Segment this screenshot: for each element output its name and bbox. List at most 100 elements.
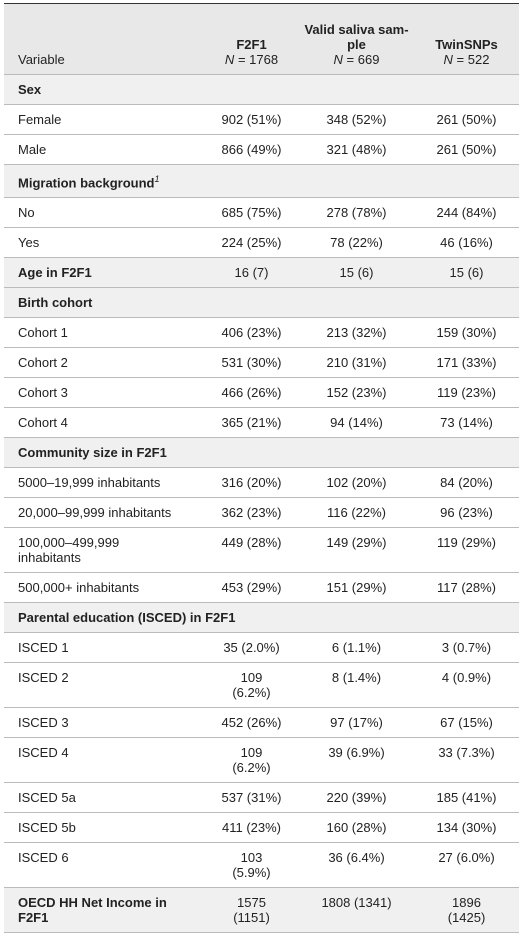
value-cell: 220 (39%): [299, 782, 414, 814]
header-text: Variable: [18, 52, 65, 67]
value-cell: 96 (23%): [414, 497, 519, 529]
value-cell: 119 (29%): [414, 527, 519, 574]
value-cell: 16 (7): [204, 257, 299, 289]
data-row: 100,000–499,999 inhabitants 449 (28%) 149 …: [4, 527, 519, 574]
data-row: Cohort 4 365 (21%) 94 (14%) 73 (14%): [4, 407, 519, 439]
value-cell: 406 (23%): [204, 317, 299, 349]
section-title-cell: Sex: [4, 74, 519, 105]
value-cell: 109 (6.2%): [204, 662, 299, 709]
data-row: ISCED 5b 411 (23%) 160 (28%) 134 (30%): [4, 812, 519, 844]
value-cell: 224 (25%): [204, 227, 299, 259]
section-row: Parental education (ISCED) in F2F1: [4, 602, 519, 634]
value-cell: 116 (22%): [299, 497, 414, 529]
section-title: OECD HH Net Income in F2F1: [18, 895, 167, 926]
value-cell: 36 (6.4%): [299, 842, 414, 889]
row-label: ISCED 2: [4, 662, 204, 709]
value-cell: 348 (52%): [299, 104, 414, 135]
data-row: Cohort 3 466 (26%) 152 (23%) 119 (23%): [4, 377, 519, 409]
data-row: ISCED 6 103 (5.9%) 36 (6.4%) 27 (6.0%): [4, 842, 519, 889]
value-cell: 365 (21%): [204, 407, 299, 439]
data-row: No 685 (75%) 278 (78%) 244 (84%): [4, 197, 519, 229]
row-label: Female: [4, 104, 204, 135]
value-cell: 15 (6): [414, 257, 519, 289]
value-cell: 1575 (1151): [204, 887, 299, 934]
column-n: N = 1768: [204, 52, 299, 67]
data-row: Male 866 (49%) 321 (48%) 261 (50%): [4, 134, 519, 165]
row-label: 5000–19,999 inhabitants: [4, 467, 204, 499]
header-cell: Variable: [4, 3, 204, 75]
data-row: 5000–19,999 inhabitants 316 (20%) 102 (20%…: [4, 467, 519, 499]
value-cell: 33 (7.3%): [414, 737, 519, 784]
value-cell: 97 (17%): [299, 707, 414, 739]
column-title: F2F1: [236, 37, 267, 52]
data-row: ISCED 3 452 (26%) 97 (17%) 67 (15%): [4, 707, 519, 739]
n-symbol: N: [333, 52, 343, 67]
row-label: No: [4, 197, 204, 229]
value-cell: 244 (84%): [414, 197, 519, 229]
footnote-marker: 1: [154, 174, 160, 184]
row-label: ISCED 5a: [4, 782, 204, 814]
data-row: ISCED 2 109 (6.2%) 8 (1.4%) 4 (0.9%): [4, 662, 519, 709]
data-row: Female 902 (51%) 348 (52%) 261 (50%): [4, 104, 519, 135]
header-cell: Valid saliva sam-ple N = 669: [299, 3, 414, 75]
value-cell: 453 (29%): [204, 572, 299, 604]
value-cell: 902 (51%): [204, 104, 299, 135]
value-cell: 261 (50%): [414, 134, 519, 165]
value-cell: 4 (0.9%): [414, 662, 519, 709]
row-label: Yes: [4, 227, 204, 259]
row-label: 20,000–99,999 inhabitants: [4, 497, 204, 529]
section-row: Migration background1: [4, 164, 519, 199]
row-label: 500,000+ inhabitants: [4, 572, 204, 604]
value-cell: 685 (75%): [204, 197, 299, 229]
column-title: Valid saliva sam-ple: [304, 22, 409, 52]
value-cell: 185 (41%): [414, 782, 519, 814]
n-symbol: N: [443, 52, 453, 67]
value-cell: 119 (23%): [414, 377, 519, 409]
header-cell: F2F1 N = 1768: [204, 3, 299, 75]
section-title: Age in F2F1: [18, 265, 92, 281]
value-cell: 151 (29%): [299, 572, 414, 604]
value-cell: 35 (2.0%): [204, 632, 299, 664]
row-label: ISCED 5b: [4, 812, 204, 844]
value-cell: 466 (26%): [204, 377, 299, 409]
data-row: Cohort 2 531 (30%) 210 (31%) 171 (33%): [4, 347, 519, 379]
row-label: Male: [4, 134, 204, 165]
section-row: Age in F2F1 16 (7) 15 (6) 15 (6): [4, 257, 519, 289]
value-cell: 109 (6.2%): [204, 737, 299, 784]
value-cell: 3 (0.7%): [414, 632, 519, 664]
section-title: Parental education (ISCED) in F2F1: [18, 610, 236, 626]
header-cell: TwinSNPs N = 522: [414, 3, 519, 75]
value-cell: 84 (20%): [414, 467, 519, 499]
n-value: = 522: [456, 52, 490, 67]
row-label: ISCED 4: [4, 737, 204, 784]
data-row: ISCED 4 109 (6.2%) 39 (6.9%) 33 (7.3%): [4, 737, 519, 784]
row-label: Cohort 2: [4, 347, 204, 379]
row-label: Cohort 4: [4, 407, 204, 439]
section-title-cell: Community size in F2F1: [4, 437, 519, 469]
value-cell: 94 (14%): [299, 407, 414, 439]
value-cell: 6 (1.1%): [299, 632, 414, 664]
data-row: ISCED 1 35 (2.0%) 6 (1.1%) 3 (0.7%): [4, 632, 519, 664]
data-row: ISCED 5a 537 (31%) 220 (39%) 185 (41%): [4, 782, 519, 814]
value-cell: 1896 (1425): [414, 887, 519, 934]
section-row: OECD HH Net Income in F2F1 1575 (1151) 180…: [4, 887, 519, 934]
value-cell: 39 (6.9%): [299, 737, 414, 784]
value-cell: 103 (5.9%): [204, 842, 299, 889]
value-cell: 1808 (1341): [299, 887, 414, 934]
value-cell: 46 (16%): [414, 227, 519, 259]
value-cell: 8 (1.4%): [299, 662, 414, 709]
value-cell: 411 (23%): [204, 812, 299, 844]
section-row: Birth cohort: [4, 287, 519, 319]
section-title-cell: Birth cohort: [4, 287, 519, 319]
value-cell: 171 (33%): [414, 347, 519, 379]
column-n: N = 522: [414, 52, 519, 67]
section-title: Community size in F2F1: [18, 445, 167, 461]
n-symbol: N: [224, 52, 235, 67]
data-table: Variable F2F1 N = 1768 Valid saliva sam-pl…: [4, 3, 519, 934]
data-row: 20,000–99,999 inhabitants 362 (23%) 116 (2…: [4, 497, 519, 529]
value-cell: 15 (6): [299, 257, 414, 289]
value-cell: 67 (15%): [414, 707, 519, 739]
value-cell: 102 (20%): [299, 467, 414, 499]
column-title: TwinSNPs: [435, 37, 498, 52]
section-row: Sex: [4, 74, 519, 105]
